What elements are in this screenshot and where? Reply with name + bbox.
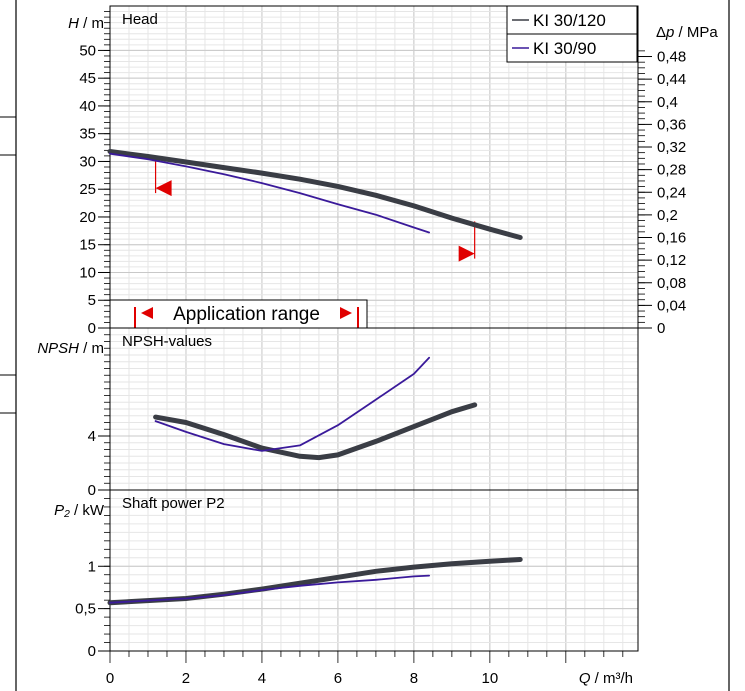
y-tick-label: 0,5 (75, 601, 96, 618)
chart-frame (0, 0, 730, 691)
y-tick-label: 45 (79, 70, 96, 87)
panel-title: Head (122, 11, 158, 28)
x-tick-label: 8 (410, 670, 418, 687)
y-tick-label: 35 (79, 126, 96, 143)
y-tick-label: 0 (88, 643, 96, 660)
series-curve-0 (153, 402, 478, 461)
y-axis-label: NPSH / m (37, 340, 104, 357)
head-panel: 0 5 10 15 20 25 30 35 40 45 50 0 0,04 0,08 0,12 0,16 0,2… (68, 5, 718, 337)
y-tick-label: 20 (79, 209, 96, 226)
grid (110, 328, 638, 491)
application-range-right-arrow (340, 307, 352, 319)
x-tick-label: 10 (482, 670, 499, 687)
npsh-panel: 0 4 NPSH-values NPSH / m (37, 327, 639, 499)
y-tick-label: 5 (88, 292, 96, 309)
y2-tick-label: 0,16 (657, 230, 686, 247)
grid (110, 490, 638, 652)
y2-tick-label: 0,12 (657, 252, 686, 269)
y2-tick-label: 0,04 (657, 297, 686, 314)
y2-tick-label: 0,44 (657, 71, 686, 88)
y2-axis-label: Δp / MPa (656, 24, 718, 41)
range-start-arrow (155, 180, 172, 197)
x-tick-label: 4 (258, 670, 266, 687)
x-tick-label: 2 (182, 670, 190, 687)
y2-tick-label: 0,4 (657, 94, 678, 111)
legend-entry: KI 30/120 (533, 11, 606, 30)
x-tick-label: 0 (106, 670, 114, 687)
y-axis-label: H / m (68, 15, 104, 32)
panel-title: Shaft power P2 (122, 495, 225, 512)
y2-tick-label: 0,24 (657, 184, 686, 201)
application-range: Application range (109, 156, 476, 329)
y2-tick-label: 0,36 (657, 116, 686, 133)
application-range-label: Application range (173, 304, 320, 325)
y-tick-label: 0 (88, 320, 96, 337)
y-tick-label: 50 (79, 42, 96, 59)
y-tick-label: 15 (79, 237, 96, 254)
application-range-left-arrow (141, 307, 153, 319)
power-panel: 0 0,5 1 Shaft power P2 P₂ / kW 0 2 4 6 8 10 Q / m³/… (54, 489, 639, 687)
x-axis-label: Q / m³/h (579, 670, 633, 687)
y-tick-label: 25 (79, 181, 96, 198)
y2-tick-label: 0,08 (657, 275, 686, 292)
series-curve-1 (109, 574, 431, 604)
legend-entry: KI 30/90 (533, 39, 596, 58)
y-tick-label: 40 (79, 98, 96, 115)
series-curve-0 (107, 149, 523, 240)
y-tick-label: 10 (79, 264, 96, 281)
panel-title: NPSH-values (122, 333, 212, 350)
y2-tick-label: 0,28 (657, 162, 686, 179)
x-tick-label: 6 (334, 670, 342, 687)
right-axis: 0 0,04 0,08 0,12 0,16 0,2 0,24 0,28 0,32 0,36 0,4 0… (638, 24, 718, 337)
y-tick-label: 0 (88, 482, 96, 499)
y-tick-label: 4 (88, 428, 96, 445)
y2-tick-label: 0,2 (657, 207, 678, 224)
y-tick-label: 1 (88, 558, 96, 575)
series-curve-1 (154, 356, 431, 452)
y2-tick-label: 0 (657, 320, 665, 337)
series-curve-1 (109, 152, 431, 234)
y-axis-label: P₂ / kW (54, 502, 105, 519)
panel-border (109, 489, 639, 652)
legend: KI 30/120 KI 30/90 (506, 5, 638, 63)
range-end-arrow (458, 245, 475, 262)
y-tick-label: 30 (79, 153, 96, 170)
y2-tick-label: 0,32 (657, 139, 686, 156)
y2-tick-label: 0,48 (657, 49, 686, 66)
